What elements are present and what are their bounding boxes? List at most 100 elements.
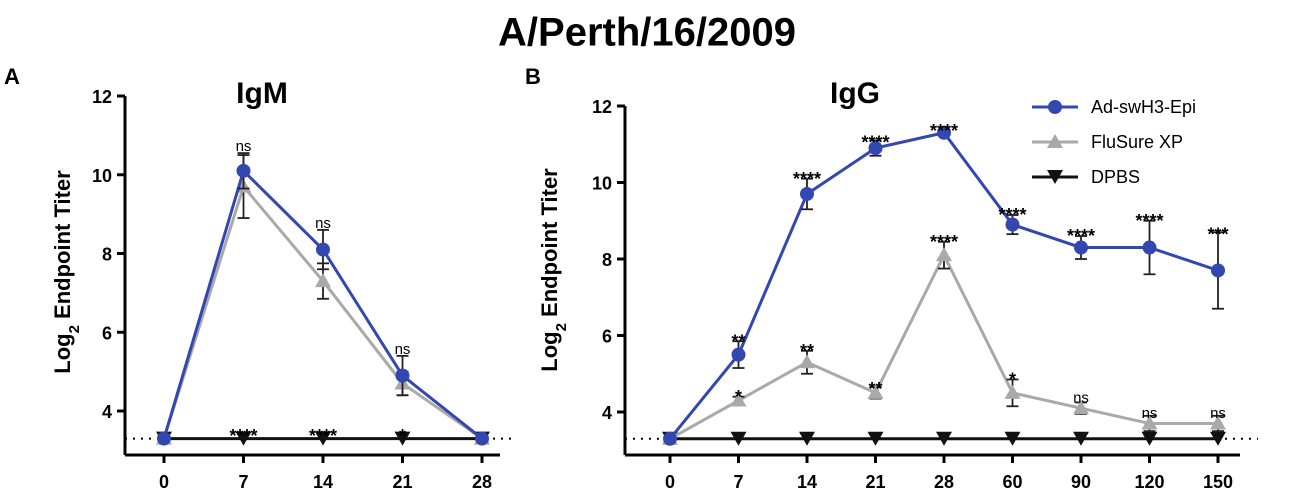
ylabel-log: Log	[537, 331, 562, 371]
panel-a-significance-label: ****	[229, 426, 257, 446]
legend-marker-circle-icon	[1048, 100, 1062, 114]
panel-a-point-ad-swh3-epi	[236, 163, 251, 178]
panel-b-x-tick-label: 0	[665, 472, 675, 492]
panel-a-x-tick-label: 21	[392, 472, 412, 492]
legend-item-dpbs: DPBS	[1032, 167, 1140, 187]
panel-a-y-tick-label: 8	[102, 245, 112, 265]
panel-b-x-tick-label: 90	[1071, 472, 1091, 492]
panel-b-significance-label: ****	[998, 205, 1026, 225]
panel-b-significance-label: ****	[930, 232, 958, 252]
panel-b-point-dpbs	[1210, 431, 1226, 446]
panel-b-point-flusure-xp	[1073, 400, 1089, 415]
panel-b-significance-label: ***	[1207, 224, 1228, 244]
panel-b-significance-label: ****	[1135, 211, 1163, 231]
panel-b-point-flusure-xp	[1210, 415, 1226, 430]
panel-b-significance-label: *	[735, 387, 742, 407]
panel-b-point-dpbs	[936, 431, 952, 446]
panel-b-series-line-flusure-xp	[669, 253, 1218, 441]
panel-b-significance-label: **	[868, 379, 882, 399]
panel-b-significance-label: ns	[1142, 405, 1158, 422]
panel-a-y-tick-label: 12	[92, 87, 112, 107]
panel-b-significance-label: **	[731, 331, 745, 351]
panel-b-x-tick-label: 14	[797, 472, 817, 492]
legend-marker-triangle-down-icon	[1047, 170, 1063, 184]
panel-b-point-ad-swh3-epi	[1074, 240, 1088, 255]
panel-b-title: IgG	[830, 77, 880, 110]
panel-b-point-flusure-xp	[936, 247, 952, 262]
legend-label-dpbs: DPBS	[1091, 167, 1140, 187]
panel-b-x-tick-label: 120	[1134, 472, 1164, 492]
ylabel-subscript: 2	[553, 323, 570, 331]
panel-b-x-tick-label: 21	[865, 472, 885, 492]
panel-b-y-tick-label: 12	[592, 97, 612, 117]
panel-b-point-dpbs	[1141, 431, 1158, 446]
panel-b-point-dpbs	[730, 431, 747, 446]
panel-a-title: IgM	[236, 77, 288, 110]
panel-b-significance-label: ns	[1210, 405, 1226, 422]
panel-a-point-dpbs	[394, 431, 411, 446]
panel-a-point-ad-swh3-epi	[475, 431, 489, 446]
panel-b-point-ad-swh3-epi	[937, 125, 951, 140]
panel-b-point-flusure-xp	[1141, 415, 1158, 430]
panel-b-significance-label: ****	[930, 121, 958, 141]
panel-b-point-flusure-xp	[867, 384, 884, 399]
panel-a-series-ad-swh3-epi	[157, 152, 489, 446]
panel-b-point-dpbs	[867, 431, 884, 446]
panel-b-significance-label: ns	[1073, 390, 1089, 407]
panel-a-point-ad-swh3-epi	[395, 368, 410, 383]
figure-title: A/Perth/16/2009	[498, 11, 796, 55]
panel-b-point-ad-swh3-epi	[1211, 263, 1225, 278]
legend-label-flusure-xp: FluSure XP	[1091, 132, 1183, 152]
panel-a-point-flusure-xp	[315, 273, 331, 288]
panel-a-significance-label: ns	[236, 138, 252, 155]
panel-a-series-line-ad-swh3-epi	[162, 169, 483, 440]
panel-a-x-tick-label: 28	[472, 472, 492, 492]
panel-b-significance-label: *	[1009, 370, 1016, 390]
panel-a-x-tick-label: 0	[159, 472, 169, 492]
panel-b-point-ad-swh3-epi	[800, 186, 814, 201]
panel-b-significance-label: ****	[793, 169, 821, 189]
panel-b-point-dpbs	[1073, 431, 1089, 446]
panel-b-series-dpbs	[662, 431, 1226, 446]
panel-b-x-tick-label: 7	[733, 472, 743, 492]
panel-b-y-tick-label: 6	[602, 327, 612, 347]
panel-b-x-tick-label: 60	[1002, 472, 1022, 492]
panel-b-y-axis-label: Log2 Endpoint Titer	[537, 168, 570, 372]
panel-b-significance-label: **	[800, 341, 814, 361]
panel-b-point-ad-swh3-epi	[1142, 240, 1157, 255]
panel-b-x-tick-label: 150	[1203, 472, 1233, 492]
panel-a-significance-label: ns	[315, 215, 331, 232]
panel-b-y-tick-label: 8	[602, 250, 612, 270]
ylabel-rest: Endpoint Titer	[50, 170, 75, 325]
panel-b-point-flusure-xp	[1004, 384, 1021, 399]
panel-a-significance-label: ns	[395, 341, 411, 358]
panel-a-point-dpbs	[235, 431, 252, 446]
legend-marker-triangle-up-icon	[1047, 134, 1063, 148]
legend-item-flusure-xp: FluSure XP	[1032, 132, 1183, 152]
panel-b-point-flusure-xp	[799, 354, 815, 369]
panel-a-point-ad-swh3-epi	[316, 242, 330, 257]
panel-a-point-ad-swh3-epi	[157, 431, 171, 446]
panel-a-y-tick-label: 6	[102, 323, 112, 343]
legend-item-ad-swh3-epi: Ad-swH3-Epi	[1032, 97, 1196, 117]
panel-a-x-tick-label: 7	[238, 472, 248, 492]
ylabel-log: Log	[50, 333, 75, 373]
panel-b-significance-label: ****	[861, 133, 889, 153]
legend-label-ad-swh3-epi: Ad-swH3-Epi	[1091, 97, 1196, 117]
panel-b-point-dpbs	[799, 431, 815, 446]
panel-b-point-ad-swh3-epi	[1005, 217, 1020, 232]
panel-b-y-tick-label: 4	[602, 403, 612, 423]
ylabel-subscript: 2	[66, 325, 83, 333]
panel-a-y-axis-label: Log2 Endpoint Titer	[50, 170, 83, 374]
panel-a-letter: A	[4, 64, 20, 89]
panel-b-series-ad-swh3-epi	[663, 125, 1225, 446]
panel-b-letter: B	[525, 64, 541, 89]
panel-b-point-ad-swh3-epi	[868, 141, 883, 156]
panel-b-point-flusure-xp	[730, 392, 747, 407]
panel-a-x-tick-label: 14	[313, 472, 333, 492]
panel-b-x-tick-label: 28	[934, 472, 954, 492]
